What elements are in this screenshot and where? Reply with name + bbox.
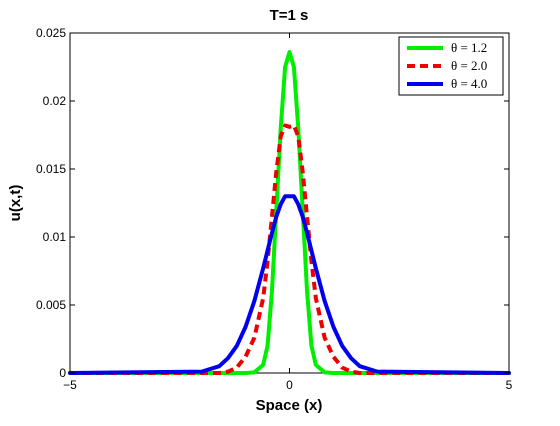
y-tick-label: 0.01 <box>43 230 67 244</box>
y-tick-label: 0.015 <box>36 162 66 176</box>
y-tick-label: 0.005 <box>36 298 66 312</box>
y-tick-label: 0.025 <box>36 26 66 40</box>
series-line-2 <box>68 194 511 375</box>
series-line-0 <box>68 50 511 375</box>
legend: θ = 1.2 θ = 2.0 θ = 4.0 <box>398 36 504 96</box>
x-axis-label: Space (x) <box>256 397 323 414</box>
y-tick-label: 0.02 <box>43 94 67 108</box>
x-tick-label: 0 <box>286 378 293 392</box>
x-tick-label: −5 <box>63 378 77 392</box>
y-tick-label: 0 <box>59 366 66 380</box>
series-line-1 <box>70 123 509 375</box>
legend-label-1: θ = 2.0 <box>451 58 487 73</box>
chart-title: T=1 s <box>270 7 309 24</box>
legend-label-2: θ = 4.0 <box>451 76 487 91</box>
x-tick-label: 5 <box>506 378 513 392</box>
series-group <box>68 50 511 375</box>
legend-label-0: θ = 1.2 <box>451 40 487 55</box>
y-axis-label: u(x,t) <box>7 185 24 222</box>
